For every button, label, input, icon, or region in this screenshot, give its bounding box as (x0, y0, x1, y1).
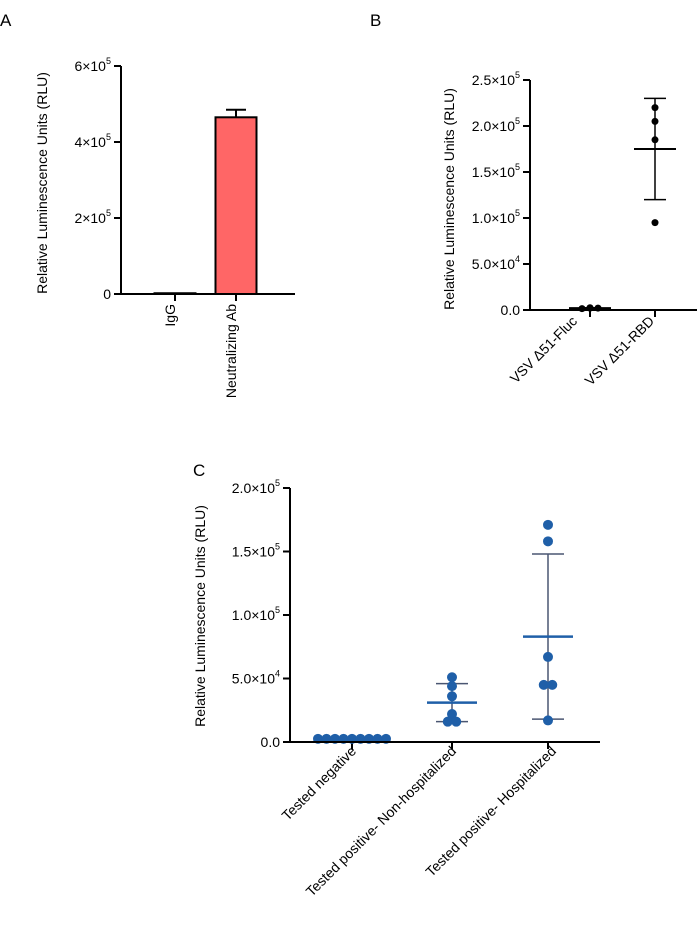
panel-letter-b: B (370, 11, 381, 30)
panel-c-ytick-exponent: 5 (275, 542, 280, 552)
panel-c-ytick-label: 0.0 (261, 734, 281, 750)
panel-b-ytick-exponent: 5 (515, 208, 520, 218)
panel-b-point (651, 219, 659, 227)
panel-c-point (442, 716, 453, 727)
panel-a-ylabel: Relative Luminescence Units (RLU) (34, 72, 50, 294)
panel-b-marks (569, 97, 676, 313)
panel-b-ytick-exponent: 5 (515, 116, 520, 126)
panel-b-ytick-label: 2.5×105 (472, 70, 520, 88)
panel-a-ytick-label: 6×105 (74, 56, 111, 74)
panel-c-ytick-label: 5.0×104 (232, 669, 280, 687)
panel-b-ytick-label: 5.0×104 (472, 254, 520, 272)
panel-a-ytick-label: 0 (103, 286, 111, 302)
panel-b-ytick-label: 0.0 (501, 302, 521, 318)
panel-a-chart: Relative Luminescence Units (RLU) 0 2×105… (34, 56, 295, 398)
panel-c-ytick-label: 1.0×105 (232, 605, 280, 623)
panel-b-ytick-label: 2.0×105 (472, 116, 520, 134)
panel-c-chart: Relative Luminescence Units (RLU) 0.0 5.0… (192, 478, 600, 899)
panel-c-point (547, 679, 558, 690)
panel-c-yticks: 0.0 5.0×104 1.0×105 1.5×105 2.0×105 (232, 478, 549, 750)
panel-c-point (447, 691, 457, 702)
panel-b-chart: Relative Luminescence Units (RLU) 0.0 5.0… (441, 70, 697, 389)
panel-b-yticks: 0.0 5.0×104 1.0×105 1.5×105 2.0×105 2.5×105 (472, 70, 656, 318)
panel-c-point (447, 672, 457, 683)
panel-a-xtick-igg: IgG (162, 304, 178, 327)
panel-b-ytick-label: 1.0×105 (472, 208, 520, 226)
panel-a-yticks: 0 2×105 4×105 6×105 (74, 56, 237, 302)
panel-a-ytick-label: 4×105 (74, 132, 111, 150)
panel-c-point (451, 716, 462, 727)
panel-b-point (651, 136, 659, 144)
panel-a-ytick-exponent: 5 (106, 56, 111, 66)
panel-c-point (447, 681, 457, 692)
panel-b-ytick-exponent: 5 (515, 70, 520, 80)
panel-b-ytick-exponent: 5 (515, 162, 520, 172)
panel-b-xtick-fluc: VSV Δ51-Fluc (507, 313, 580, 386)
panel-b-point (651, 117, 659, 125)
panel-c-point (543, 536, 553, 547)
panel-a-ytick-exponent: 5 (106, 132, 111, 142)
panel-b-ylabel: Relative Luminescence Units (RLU) (441, 88, 457, 310)
panel-c-ytick-exponent: 5 (275, 605, 280, 615)
panel-c-point (538, 679, 549, 690)
panel-a-xtick-neutralizing-ab: Neutralizing Ab (223, 304, 239, 398)
panel-letter-a: A (0, 11, 12, 30)
panel-c-ytick-exponent: 5 (275, 478, 280, 488)
panel-c-point (543, 715, 553, 726)
panel-c-ylabel: Relative Luminescence Units (RLU) (192, 505, 208, 727)
panel-b-ytick-exponent: 4 (515, 254, 520, 264)
panel-c-ytick-label: 1.5×105 (232, 542, 280, 560)
panel-c-ytick-exponent: 4 (275, 669, 280, 679)
panel-a-ytick-exponent: 5 (106, 208, 111, 218)
panel-a-marks (153, 108, 258, 295)
panel-c-ytick-label: 2.0×105 (232, 478, 280, 496)
panel-c-xtick-negative: Tested negative (278, 743, 359, 824)
panel-b-xtick-rbd: VSV Δ51-RBD (581, 313, 657, 389)
panel-c-point (447, 709, 457, 720)
panel-b-point (578, 305, 586, 313)
panel-b-ytick-label: 1.5×105 (472, 162, 520, 180)
panel-b-point (651, 104, 659, 112)
panel-a-ytick-label: 2×105 (74, 208, 111, 226)
panel-c-point (543, 651, 553, 662)
panel-c-point (543, 519, 553, 530)
panel-a-bar-1 (214, 116, 258, 295)
panel-letter-c: C (193, 461, 205, 480)
panel-c-marks (313, 519, 573, 744)
